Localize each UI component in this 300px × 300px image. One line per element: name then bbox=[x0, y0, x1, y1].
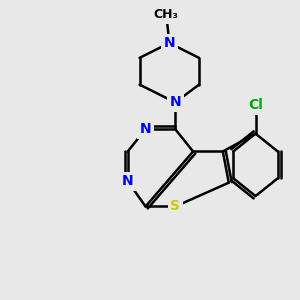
Text: Cl: Cl bbox=[248, 98, 263, 112]
Text: CH₃: CH₃ bbox=[154, 8, 179, 21]
Text: S: S bbox=[170, 200, 180, 214]
Text: N: N bbox=[169, 95, 181, 110]
Text: N: N bbox=[140, 122, 152, 136]
Text: N: N bbox=[164, 36, 175, 50]
Text: N: N bbox=[122, 174, 134, 188]
